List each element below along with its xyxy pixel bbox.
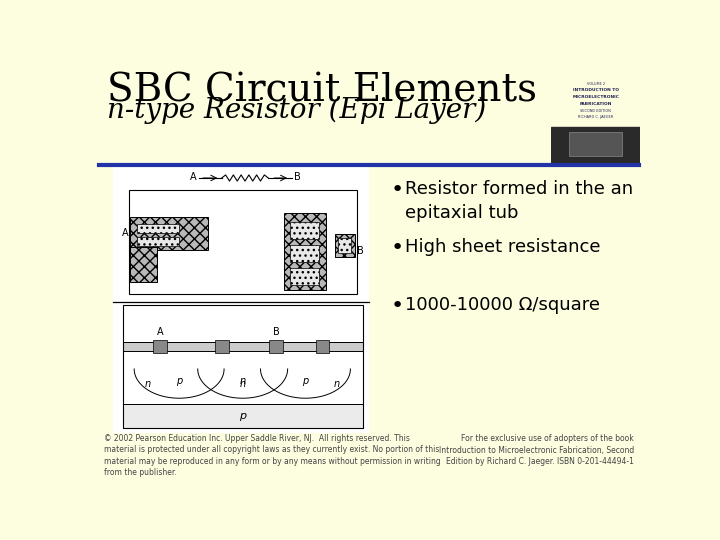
Bar: [130, 217, 208, 249]
Text: •: •: [391, 238, 404, 258]
Bar: [290, 268, 320, 285]
Text: A: A: [190, 172, 197, 182]
Bar: [315, 340, 330, 353]
Text: A: A: [156, 327, 163, 338]
Bar: [122, 342, 363, 403]
Bar: [290, 245, 320, 262]
Text: p: p: [176, 375, 182, 386]
Text: For the exclusive use of adopters of the book
Introduction to Microelectronic Fa: For the exclusive use of adopters of the…: [438, 434, 634, 465]
Bar: [290, 222, 320, 239]
Text: •: •: [391, 180, 404, 200]
Bar: [129, 190, 356, 294]
Text: Resistor formed in the an
epitaxial tub: Resistor formed in the an epitaxial tub: [405, 180, 633, 222]
Text: 1000-10000 Ω/square: 1000-10000 Ω/square: [405, 296, 600, 314]
Text: B: B: [294, 172, 300, 182]
Bar: [122, 305, 363, 428]
Text: p: p: [302, 375, 309, 386]
Bar: [153, 340, 167, 353]
Text: SBC Circuit Elements: SBC Circuit Elements: [107, 72, 537, 110]
Bar: [113, 167, 369, 433]
Bar: [215, 340, 229, 353]
Text: n: n: [145, 379, 151, 389]
Bar: [122, 403, 363, 428]
Text: A: A: [122, 228, 129, 238]
Bar: [335, 234, 355, 257]
Text: n-type Resistor (Epi Layer): n-type Resistor (Epi Layer): [107, 97, 486, 125]
Text: n: n: [240, 379, 246, 389]
Text: © 2002 Pearson Education Inc. Upper Saddle River, NJ.  All rights reserved. This: © 2002 Pearson Education Inc. Upper Sadd…: [104, 434, 441, 477]
Bar: [122, 305, 363, 428]
Bar: [284, 213, 326, 289]
Bar: [338, 238, 351, 253]
Bar: [137, 224, 179, 233]
Bar: [122, 342, 363, 351]
Text: n: n: [333, 379, 340, 389]
Bar: [130, 247, 158, 282]
Bar: [269, 340, 283, 353]
Text: High sheet resistance: High sheet resistance: [405, 238, 600, 256]
Text: B: B: [273, 327, 279, 338]
Text: p: p: [239, 411, 246, 421]
Text: B: B: [357, 246, 364, 256]
Text: •: •: [391, 296, 404, 316]
Bar: [137, 237, 179, 246]
Text: n: n: [240, 375, 246, 386]
